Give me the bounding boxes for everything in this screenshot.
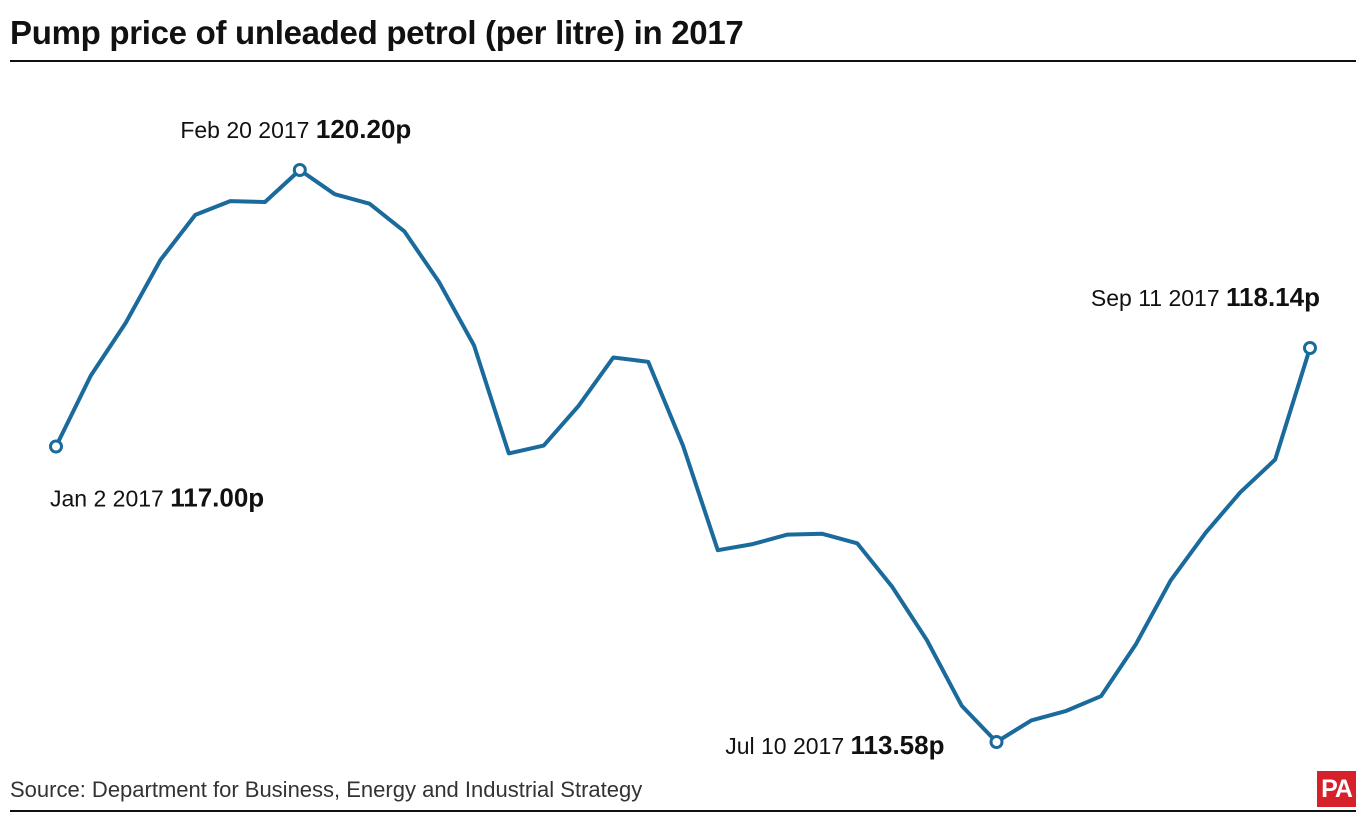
annotation-value: 113.58p: [851, 730, 945, 760]
series-line: [54, 168, 1312, 744]
annotation-date: Jan 2 2017: [50, 486, 170, 512]
footer-divider: [10, 810, 1356, 812]
data-point-marker: [49, 439, 63, 454]
annotation-date: Sep 11 2017: [1091, 285, 1226, 311]
annotation-label: Jan 2 2017 117.00p: [50, 483, 264, 513]
source-note: Source: Department for Business, Energy …: [10, 777, 643, 802]
data-point-marker: [292, 163, 307, 177]
title-divider: [10, 60, 1356, 62]
data-point-marker: [989, 735, 1004, 749]
annotation-date: Feb 20 2017: [180, 117, 316, 143]
annotation-value: 118.14p: [1226, 282, 1320, 312]
chart-title: Pump price of unleaded petrol (per litre…: [10, 14, 744, 51]
annotation-value: 117.00p: [170, 483, 264, 513]
annotation-label: Jul 10 2017 113.58p: [725, 730, 944, 760]
annotation-label: Feb 20 2017 120.20p: [180, 114, 411, 144]
pa-logo: PA: [1317, 771, 1356, 807]
annotation-label: Sep 11 2017 118.14p: [1091, 282, 1320, 312]
data-point-marker: [1303, 341, 1317, 355]
annotation-date: Jul 10 2017: [725, 733, 850, 759]
annotation-value: 120.20p: [316, 114, 411, 144]
